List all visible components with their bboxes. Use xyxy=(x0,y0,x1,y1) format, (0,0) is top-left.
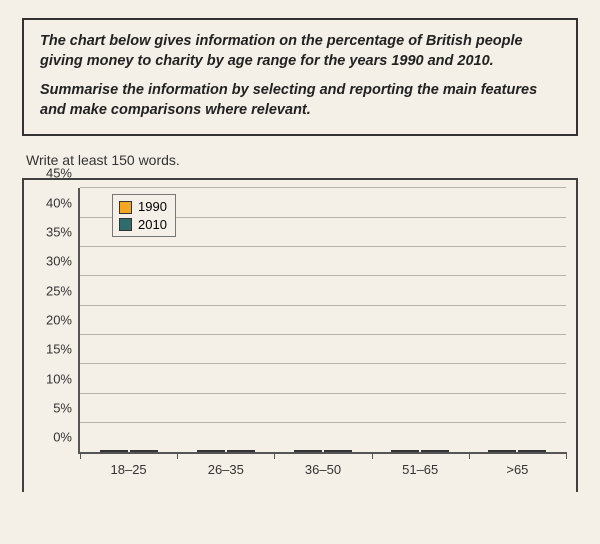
x-axis-label: 51–65 xyxy=(402,462,438,477)
y-axis-label: 15% xyxy=(46,342,72,357)
y-axis-label: 5% xyxy=(53,400,72,415)
gridline xyxy=(80,187,566,188)
legend-item-1990: 1990 xyxy=(119,198,167,216)
x-tick xyxy=(80,452,81,459)
y-axis-label: 35% xyxy=(46,224,72,239)
gridline xyxy=(80,393,566,394)
x-axis-label: 36–50 xyxy=(305,462,341,477)
plot-area: 1990 2010 0%5%10%15%20%25%30%35%40%45%18… xyxy=(78,188,566,454)
bar xyxy=(294,450,322,452)
x-axis-label: >65 xyxy=(506,462,528,477)
bar xyxy=(197,450,225,452)
prompt-paragraph-2: Summarise the information by selecting a… xyxy=(40,81,560,120)
gridline xyxy=(80,305,566,306)
gridline xyxy=(80,246,566,247)
x-tick xyxy=(177,452,178,459)
bar xyxy=(488,450,516,452)
bar xyxy=(130,450,158,452)
word-count-instruction: Write at least 150 words. xyxy=(26,152,578,168)
legend-label-2010: 2010 xyxy=(138,216,167,234)
bar xyxy=(100,450,128,452)
y-axis-label: 25% xyxy=(46,283,72,298)
bar xyxy=(324,450,352,452)
bar-group xyxy=(80,450,177,452)
gridline xyxy=(80,422,566,423)
bar-group xyxy=(274,450,371,452)
task-prompt-box: The chart below gives information on the… xyxy=(22,18,578,136)
gridline xyxy=(80,363,566,364)
y-axis-label: 10% xyxy=(46,371,72,386)
legend-swatch-1990 xyxy=(119,201,132,214)
y-axis-label: 20% xyxy=(46,312,72,327)
page-root: The chart below gives information on the… xyxy=(0,0,600,544)
legend-item-2010: 2010 xyxy=(119,216,167,234)
gridline xyxy=(80,275,566,276)
chart-legend: 1990 2010 xyxy=(112,194,176,237)
x-tick xyxy=(566,452,567,459)
bar-group xyxy=(469,450,566,452)
legend-swatch-2010 xyxy=(119,218,132,231)
prompt-paragraph-1: The chart below gives information on the… xyxy=(40,32,560,71)
bar-group xyxy=(177,450,274,452)
y-axis-label: 45% xyxy=(46,166,72,181)
x-axis-label: 18–25 xyxy=(111,462,147,477)
bar xyxy=(227,450,255,452)
legend-label-1990: 1990 xyxy=(138,198,167,216)
bar xyxy=(391,450,419,452)
x-tick xyxy=(469,452,470,459)
gridline xyxy=(80,334,566,335)
y-axis-label: 30% xyxy=(46,254,72,269)
x-tick xyxy=(372,452,373,459)
charity-bar-chart: 1990 2010 0%5%10%15%20%25%30%35%40%45%18… xyxy=(22,178,578,492)
bar xyxy=(421,450,449,452)
y-axis-label: 0% xyxy=(53,430,72,445)
bar xyxy=(518,450,546,452)
bar-group xyxy=(372,450,469,452)
y-axis-label: 40% xyxy=(46,195,72,210)
x-tick xyxy=(274,452,275,459)
x-axis-label: 26–35 xyxy=(208,462,244,477)
